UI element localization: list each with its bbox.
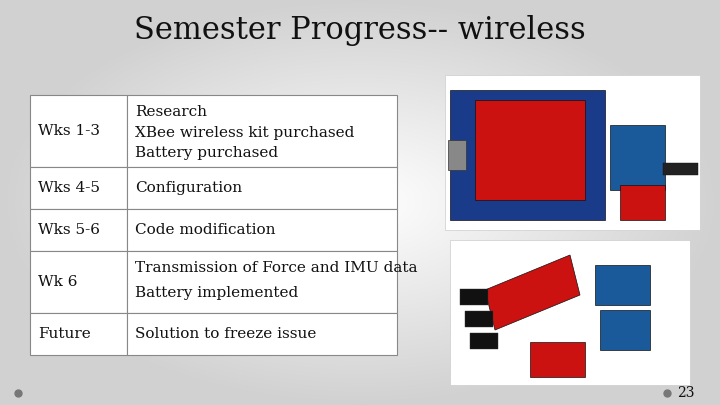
Bar (620, 185, 665, 220)
Bar (450, 240, 690, 385)
Text: Battery implemented: Battery implemented (135, 286, 299, 300)
Text: Wks 4-5: Wks 4-5 (38, 181, 100, 195)
Bar (450, 90, 605, 220)
Text: 23: 23 (677, 386, 695, 400)
Bar (530, 342, 585, 377)
Text: Wk 6: Wk 6 (38, 275, 78, 289)
Bar (30, 251, 127, 313)
Bar (600, 310, 650, 350)
Bar (127, 209, 397, 251)
Text: Wks 1-3: Wks 1-3 (38, 124, 100, 138)
Bar (127, 95, 397, 167)
Bar (475, 100, 585, 200)
Bar (30, 209, 127, 251)
Bar (460, 289, 488, 305)
Text: Code modification: Code modification (135, 223, 276, 237)
Bar (30, 313, 127, 355)
Bar (448, 140, 466, 170)
Bar (30, 167, 127, 209)
Bar (127, 251, 397, 313)
Text: Configuration: Configuration (135, 181, 243, 195)
Text: Transmission of Force and IMU data: Transmission of Force and IMU data (135, 261, 418, 275)
Bar (30, 95, 127, 167)
Bar (127, 313, 397, 355)
Polygon shape (485, 255, 580, 330)
Bar (465, 311, 493, 327)
Bar (470, 333, 498, 349)
Bar (445, 75, 700, 230)
Bar (127, 167, 397, 209)
Text: Solution to freeze issue: Solution to freeze issue (135, 327, 317, 341)
Bar (595, 265, 650, 305)
Text: Battery purchased: Battery purchased (135, 146, 279, 160)
Text: Semester Progress-- wireless: Semester Progress-- wireless (134, 15, 586, 46)
Bar (610, 125, 665, 190)
Text: XBee wireless kit purchased: XBee wireless kit purchased (135, 126, 354, 140)
Bar (663, 163, 698, 175)
Text: Future: Future (38, 327, 91, 341)
Text: Research: Research (135, 105, 207, 119)
Text: Wks 5-6: Wks 5-6 (38, 223, 100, 237)
